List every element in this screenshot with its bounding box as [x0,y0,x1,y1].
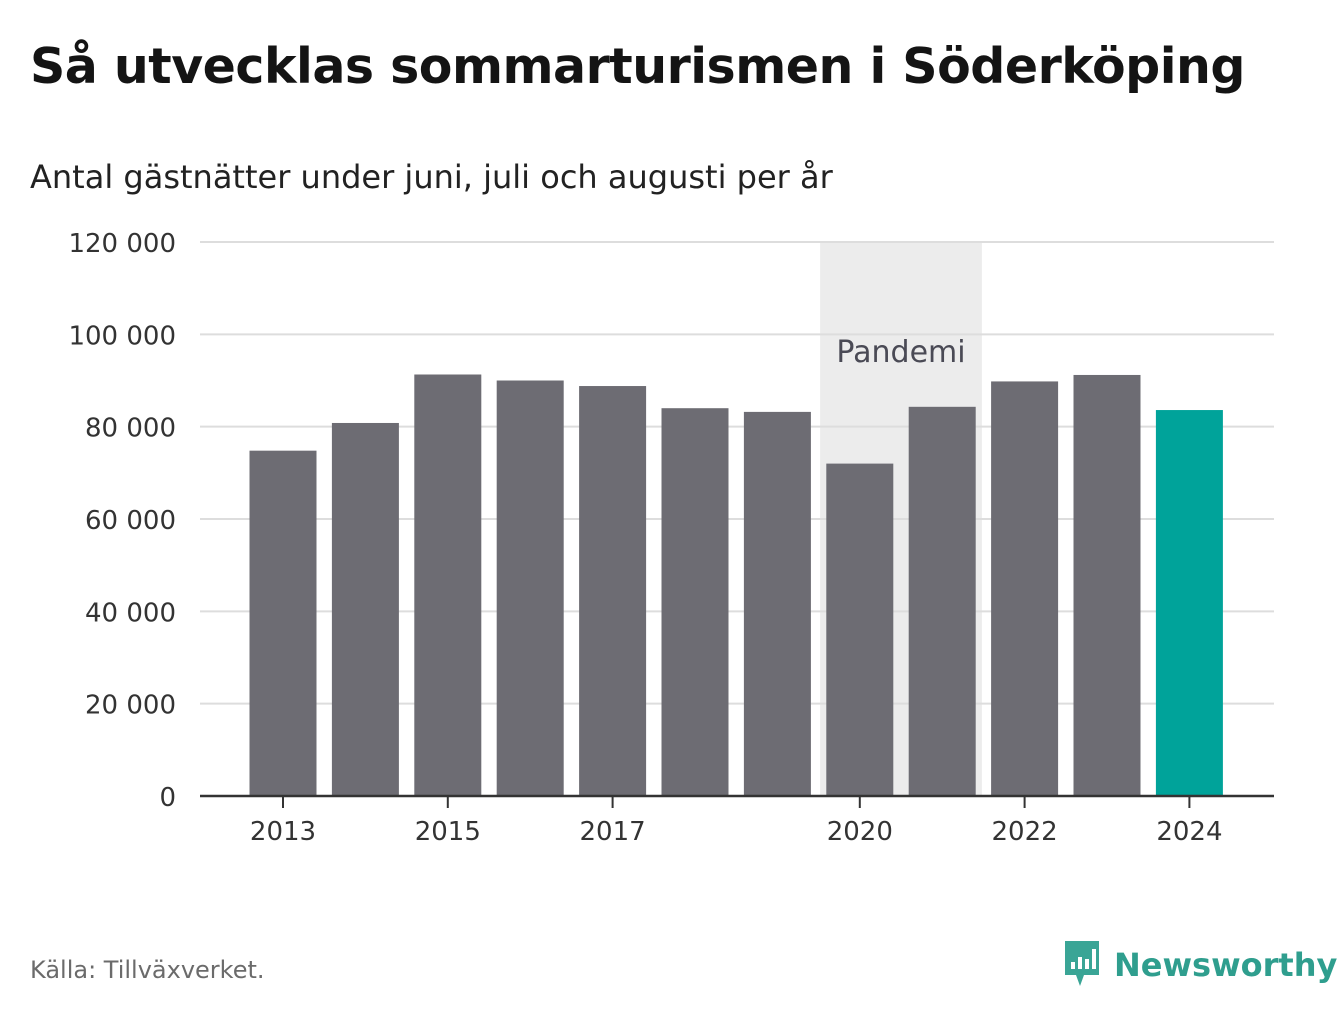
chart-title: Så utvecklas sommarturismen i Söderköpin… [30,38,1246,95]
bar-2021 [908,406,976,796]
newsworthy-logo-icon [1062,938,1102,992]
shaded-region-label: Pandemi [836,335,965,370]
chart-subtitle: Antal gästnätter under juni, juli och au… [30,158,833,196]
source-note: Källa: Tillväxverket. [30,956,265,984]
bar-2013 [249,450,317,796]
brand-logo[interactable]: Newsworthy [1062,938,1337,992]
bar-2015 [414,374,482,796]
brand-name: Newsworthy [1114,946,1338,984]
bar-2023 [1073,374,1141,796]
y-tick-label: 0 [159,783,176,813]
y-tick-label: 40 000 [85,598,176,628]
y-tick-label: 100 000 [68,321,176,351]
bar-2017 [579,386,647,796]
labels: 0 20 000 40 000 60 000 80 000 100 000 120 000 P… [68,229,1222,847]
x-tick-label: 2013 [250,817,316,847]
x-tick-label: 2020 [827,817,893,847]
bar-2020 [826,463,894,796]
y-tick-label: 120 000 [68,229,176,259]
bar-2024 [1155,410,1223,796]
bar-2014 [331,422,399,796]
y-tick-label: 80 000 [85,414,176,444]
x-tick-label: 2024 [1156,817,1222,847]
axes [200,794,1274,808]
y-tick-label: 60 000 [85,506,176,536]
x-tick-label: 2022 [992,817,1058,847]
x-tick-label: 2015 [415,817,481,847]
y-tick-label: 20 000 [85,691,176,721]
bar-2019 [743,411,811,796]
bar-2022 [991,381,1059,796]
bars [249,374,1223,796]
bar-2018 [661,408,729,796]
bar-2016 [496,380,564,796]
x-tick-label: 2017 [580,817,646,847]
